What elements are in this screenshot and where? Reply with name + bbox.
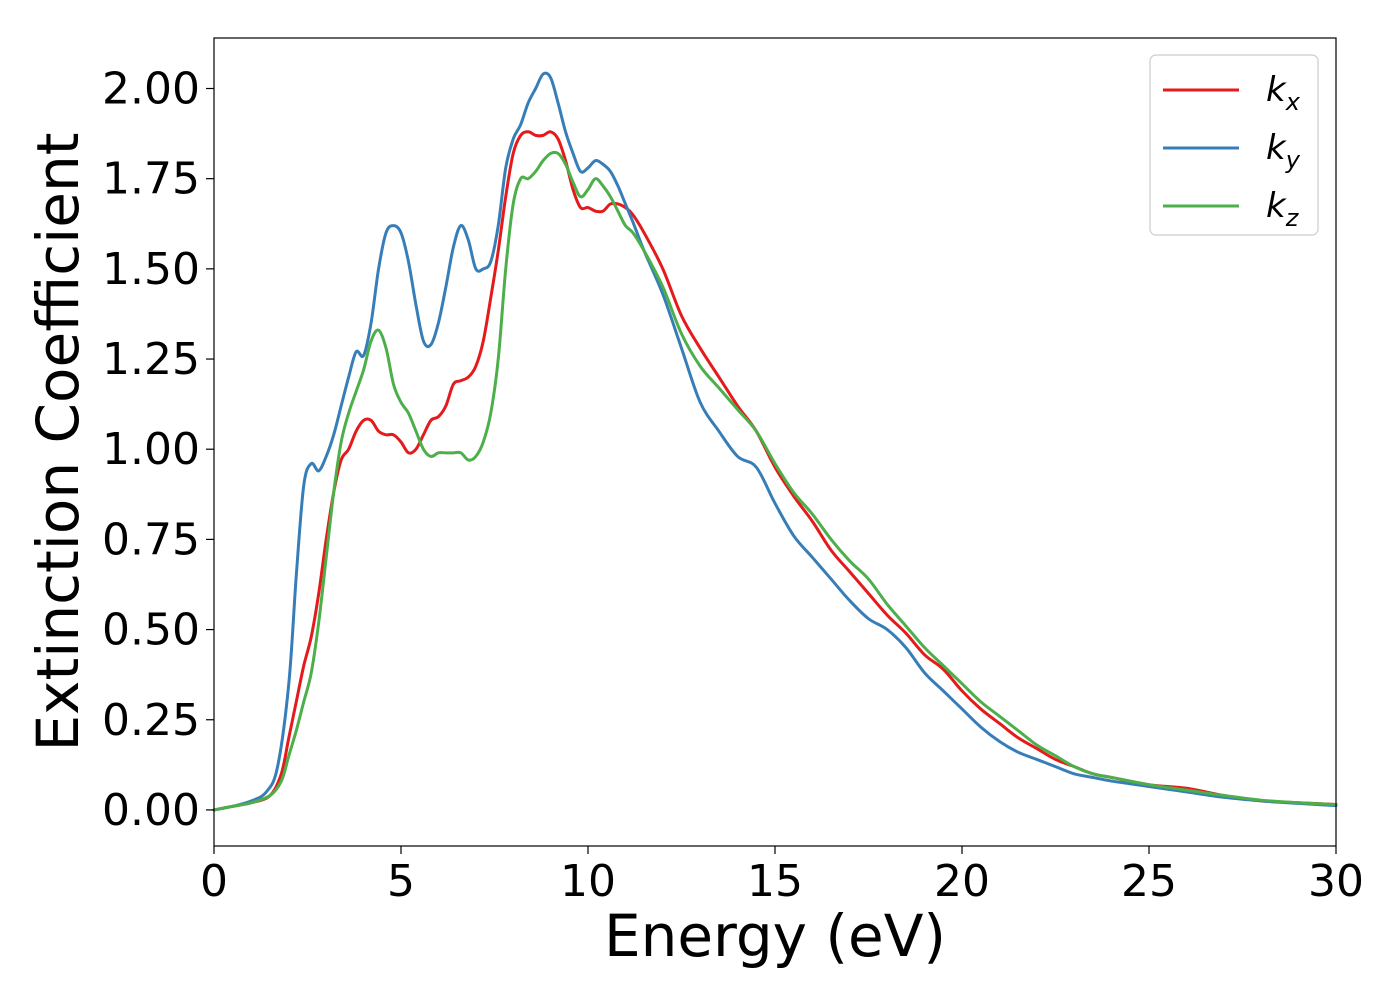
y-tick-label: 0.00 <box>102 785 200 836</box>
y-tick-label: 1.25 <box>102 334 200 385</box>
x-tick-label: 0 <box>200 856 228 907</box>
y-tick-label: 2.00 <box>102 64 200 115</box>
y-tick-label: 1.75 <box>102 154 200 205</box>
legend-label-subscript: y <box>1285 146 1301 174</box>
legend-label-base: k <box>1266 128 1287 168</box>
legend-label-ky: ky <box>1266 128 1301 174</box>
legend-label-base: k <box>1266 70 1287 110</box>
legend-box <box>1149 54 1319 236</box>
y-tick-label: 0.25 <box>102 695 200 746</box>
legend-label-subscript: z <box>1285 204 1300 232</box>
x-tick-label: 25 <box>1121 856 1177 907</box>
x-tick-label: 20 <box>934 856 990 907</box>
series-line-kx <box>212 130 1338 812</box>
series-line-ky <box>212 71 1338 812</box>
series-layer <box>212 71 1338 812</box>
x-tick-label: 5 <box>387 856 415 907</box>
x-tick-label: 15 <box>747 856 803 907</box>
legend-label-kx: kx <box>1266 70 1301 116</box>
x-tick-label: 10 <box>560 856 616 907</box>
y-tick-label: 1.00 <box>102 424 200 475</box>
legend-label-subscript: x <box>1285 88 1301 116</box>
y-axis-ticks: 0.00 0.25 0.50 0.75 1.00 1.25 1.50 1.75 2.00 <box>102 64 214 836</box>
y-axis-title: Extinction Coefficient <box>24 133 92 752</box>
x-axis-ticks: 0 5 10 15 20 25 30 <box>200 846 1364 907</box>
y-tick-label: 0.75 <box>102 514 200 565</box>
legend-label-kz: kz <box>1266 186 1300 232</box>
legend-label-base: k <box>1266 186 1287 226</box>
x-axis-title: Energy (eV) <box>604 902 946 970</box>
y-tick-label: 0.50 <box>102 605 200 656</box>
series-line-kz <box>212 150 1338 812</box>
y-tick-label: 1.50 <box>102 244 200 295</box>
x-tick-label: 30 <box>1308 856 1364 907</box>
